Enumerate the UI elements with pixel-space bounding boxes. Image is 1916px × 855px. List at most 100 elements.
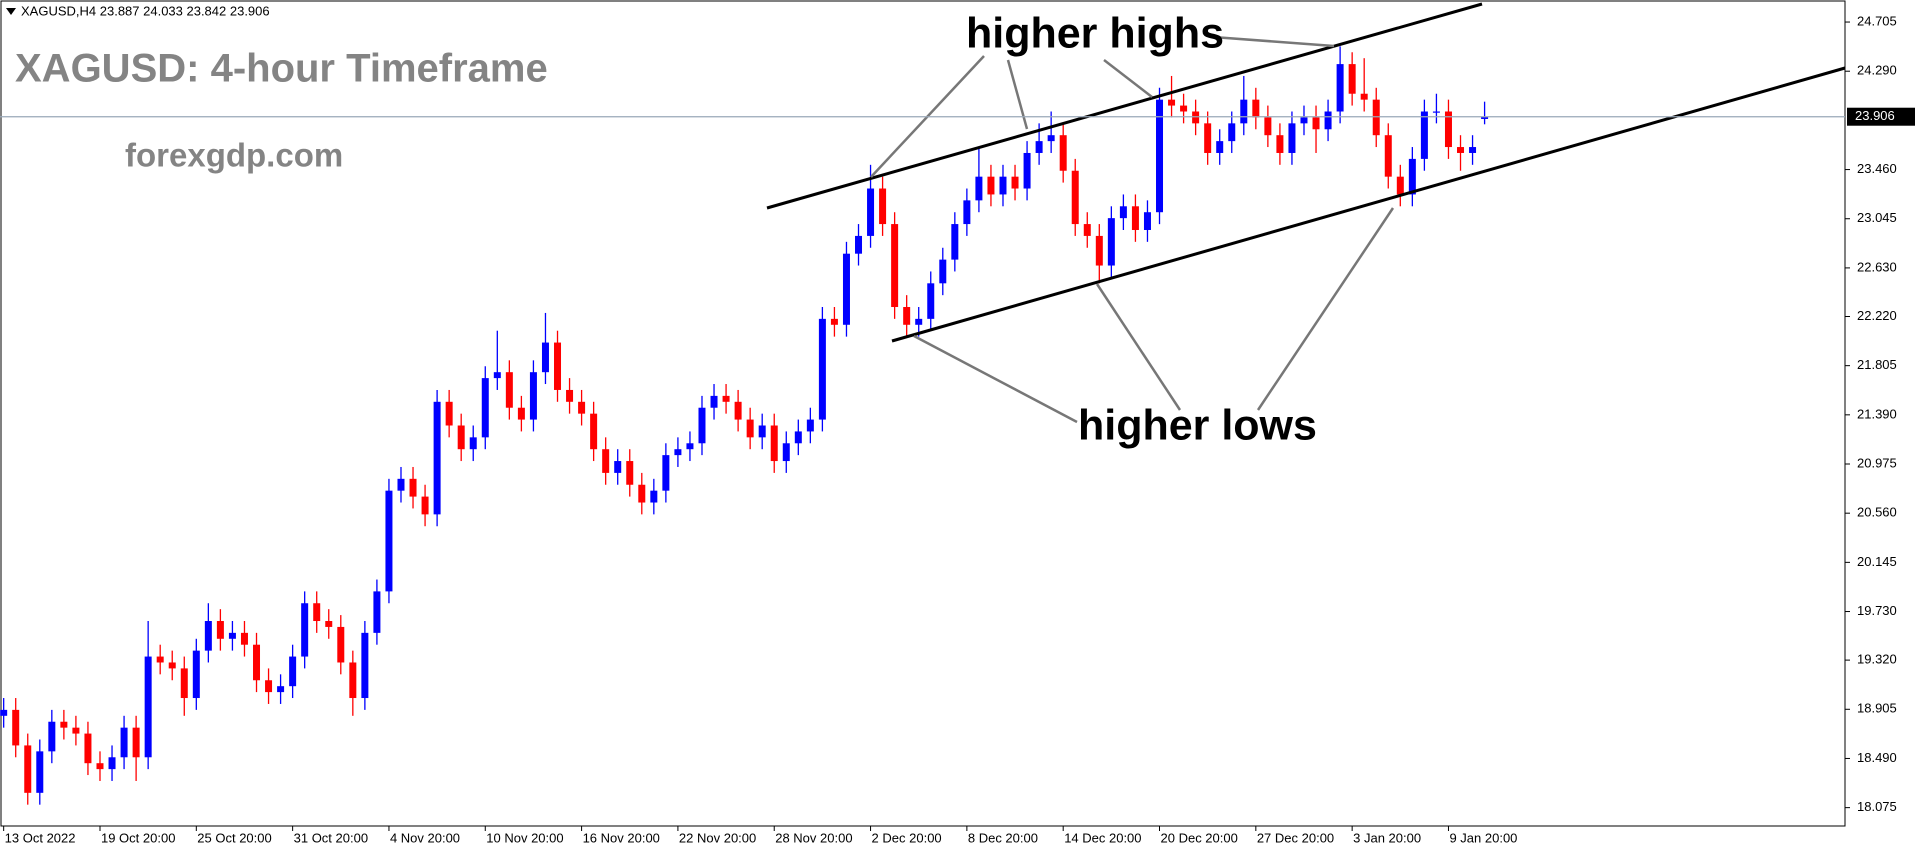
candle-body	[818, 318, 826, 420]
candle-body	[421, 496, 429, 515]
candle-body	[1288, 123, 1296, 153]
candle-body	[240, 632, 248, 645]
candle-body	[108, 757, 116, 770]
candle-body	[939, 259, 947, 284]
candle-body	[1336, 64, 1344, 112]
header-icon	[6, 8, 16, 15]
candle-body	[1300, 117, 1308, 124]
candle-body	[1276, 135, 1284, 153]
candle-body	[409, 478, 417, 497]
candle-body	[397, 478, 405, 491]
candle-body	[1324, 111, 1332, 130]
candle-body	[963, 200, 971, 225]
candle-body	[855, 235, 863, 254]
y-tick-label: 22.630	[1857, 259, 1897, 274]
candle-body	[867, 188, 875, 236]
candle-body	[987, 176, 995, 195]
candle-body	[228, 632, 236, 639]
x-tick-label: 19 Oct 20:00	[101, 830, 175, 845]
candle-body	[1119, 206, 1127, 219]
annotation: higher lows	[1078, 401, 1317, 449]
candle-body	[24, 745, 32, 793]
candle-body	[325, 621, 333, 627]
candle-body	[554, 342, 562, 390]
y-tick-label: 18.905	[1857, 701, 1897, 716]
candle-body	[891, 224, 899, 308]
candle-body	[650, 490, 658, 503]
candle-body	[277, 686, 285, 693]
x-tick-label: 3 Jan 20:00	[1353, 830, 1421, 845]
y-tick-label: 23.045	[1857, 210, 1897, 225]
pointer	[1212, 35, 1335, 48]
candle-body	[216, 621, 224, 639]
candle-body	[0, 709, 8, 716]
x-tick-label: 4 Nov 20:00	[390, 830, 460, 845]
candle-body	[999, 176, 1007, 195]
candle-body	[1348, 64, 1356, 94]
candle-body	[830, 318, 838, 325]
candle-body	[1312, 117, 1320, 130]
y-tick-label: 19.730	[1857, 603, 1897, 618]
candle-body	[1023, 152, 1031, 189]
x-tick-label: 20 Dec 20:00	[1161, 830, 1238, 845]
pointer	[1256, 207, 1395, 411]
candle-body	[373, 591, 381, 633]
candle-body	[120, 727, 128, 758]
candle-body	[445, 401, 453, 426]
candle-body	[84, 733, 92, 764]
candles	[0, 46, 1489, 805]
pointer	[913, 334, 1078, 424]
y-tick-label: 21.805	[1857, 357, 1897, 372]
candle-body	[1011, 176, 1019, 189]
candle-body	[1107, 218, 1115, 266]
candle-body	[168, 662, 176, 669]
candle-body	[1071, 170, 1079, 225]
candle-body	[710, 395, 718, 408]
candle-body	[180, 668, 188, 699]
header: XAGUSD,H4 23.887 24.033 23.842 23.906	[21, 3, 270, 18]
y-tick-label: 18.490	[1857, 750, 1897, 765]
x-tick-label: 9 Jan 20:00	[1449, 830, 1517, 845]
candle-body	[1168, 99, 1176, 106]
pointer	[1006, 59, 1029, 130]
y-tick-label: 21.390	[1857, 406, 1897, 421]
candle-body	[698, 407, 706, 444]
chart-title: XAGUSD: 4-hour Timeframe	[15, 47, 548, 91]
candle-body	[758, 425, 766, 438]
candle-body	[1384, 135, 1392, 177]
candle-body	[349, 662, 357, 699]
current-price-label: 23.906	[1855, 108, 1895, 123]
candle-body	[469, 437, 477, 450]
candle-body	[481, 378, 489, 438]
candle-body	[842, 253, 850, 325]
candle-body	[433, 401, 441, 515]
candle-body	[1264, 117, 1272, 136]
candle-body	[662, 455, 670, 491]
candle-body	[746, 419, 754, 438]
candle-body	[1396, 176, 1404, 195]
candle-body	[1131, 206, 1139, 230]
candle-body	[192, 650, 200, 699]
candle-body	[686, 443, 694, 450]
candle-body	[1216, 141, 1224, 153]
candle-body	[289, 656, 297, 687]
candle-body	[1204, 123, 1212, 153]
candle-body	[590, 413, 598, 450]
y-tick-label: 18.075	[1857, 799, 1897, 814]
candle-body	[36, 751, 44, 793]
candle-body	[1372, 99, 1380, 136]
x-tick-label: 28 Nov 20:00	[775, 830, 852, 845]
candle-body	[204, 621, 212, 651]
candle-body	[782, 443, 790, 462]
candle-body	[385, 490, 393, 592]
candle-body	[132, 727, 140, 758]
candle-body	[12, 709, 20, 746]
candle-body	[1143, 212, 1151, 230]
candle-body	[566, 389, 574, 402]
candle-body	[48, 721, 56, 752]
candle-body	[457, 425, 465, 450]
candle-body	[493, 372, 501, 379]
candle-body	[1192, 111, 1200, 124]
